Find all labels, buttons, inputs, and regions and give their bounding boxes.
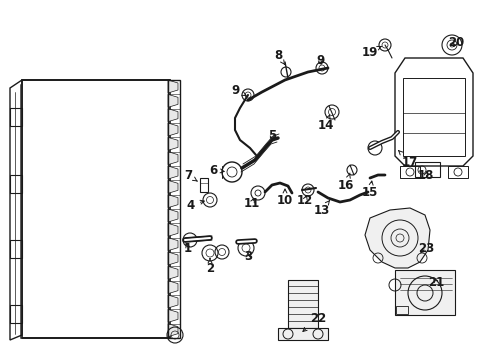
Bar — [447, 166, 467, 178]
Bar — [414, 162, 439, 177]
Bar — [287, 280, 317, 328]
Polygon shape — [168, 166, 178, 179]
Bar — [399, 166, 419, 178]
Polygon shape — [168, 324, 178, 337]
Text: 9: 9 — [231, 84, 245, 96]
Bar — [394, 270, 454, 315]
Polygon shape — [168, 309, 178, 322]
Text: 2: 2 — [205, 258, 214, 274]
Polygon shape — [168, 295, 178, 308]
Text: 11: 11 — [244, 197, 260, 210]
Polygon shape — [168, 152, 178, 165]
Text: 10: 10 — [276, 189, 292, 207]
Bar — [10, 108, 22, 126]
Text: 4: 4 — [186, 198, 204, 212]
Text: 6: 6 — [209, 163, 224, 176]
Bar — [402, 78, 464, 156]
Polygon shape — [168, 137, 178, 150]
Bar — [168, 80, 180, 338]
Polygon shape — [168, 94, 178, 107]
Bar — [10, 240, 22, 258]
Polygon shape — [168, 238, 178, 251]
Polygon shape — [168, 223, 178, 236]
Text: 3: 3 — [244, 249, 251, 262]
Text: 19: 19 — [361, 45, 380, 59]
Polygon shape — [168, 281, 178, 294]
Polygon shape — [168, 195, 178, 208]
Text: 12: 12 — [296, 194, 312, 207]
Bar — [10, 305, 22, 323]
Polygon shape — [364, 208, 429, 268]
Polygon shape — [168, 109, 178, 122]
Polygon shape — [168, 252, 178, 265]
Text: 20: 20 — [447, 36, 463, 49]
Text: 21: 21 — [427, 275, 443, 288]
Polygon shape — [168, 80, 178, 93]
Text: 18: 18 — [417, 168, 433, 181]
Bar — [10, 175, 22, 193]
Text: 5: 5 — [267, 129, 276, 141]
Text: 14: 14 — [317, 115, 333, 131]
Bar — [395, 306, 407, 314]
Polygon shape — [168, 209, 178, 222]
Bar — [200, 178, 207, 192]
Text: 17: 17 — [398, 150, 417, 168]
Polygon shape — [168, 180, 178, 193]
Polygon shape — [168, 123, 178, 136]
Text: 1: 1 — [183, 242, 192, 255]
Text: 7: 7 — [183, 168, 197, 181]
Text: 16: 16 — [337, 173, 353, 192]
Text: 15: 15 — [361, 181, 377, 198]
Bar — [278, 328, 327, 340]
Text: 13: 13 — [313, 201, 329, 216]
Text: 23: 23 — [417, 242, 433, 255]
Bar — [22, 80, 170, 338]
Text: 9: 9 — [315, 54, 324, 67]
Polygon shape — [168, 266, 178, 279]
Text: 8: 8 — [273, 49, 284, 64]
Text: 22: 22 — [302, 311, 325, 332]
